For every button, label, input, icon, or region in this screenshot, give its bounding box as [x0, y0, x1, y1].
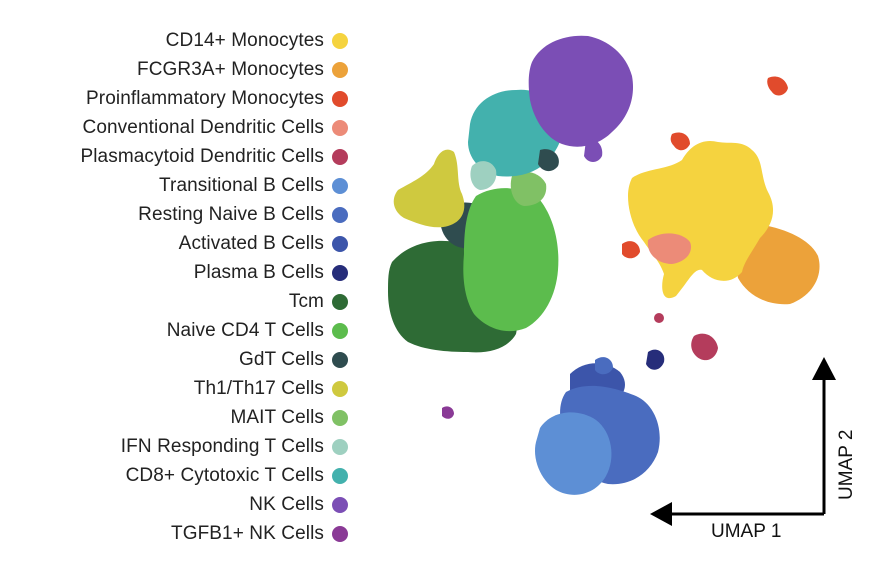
legend-marker	[332, 293, 348, 310]
y-axis-label: UMAP 2	[836, 430, 857, 500]
legend-item: Naive CD4 T Cells	[167, 316, 348, 345]
legend-item: IFN Responding T Cells	[121, 432, 348, 461]
legend-item: CD14+ Monocytes	[166, 26, 348, 55]
legend-item: NK Cells	[249, 490, 348, 519]
legend-item: TGFB1+ NK Cells	[171, 519, 348, 548]
legend-marker	[332, 148, 348, 165]
legend-label: TGFB1+ NK Cells	[170, 522, 324, 544]
legend-item: FCGR3A+ Monocytes	[137, 55, 348, 84]
legend-item: Plasma B Cells	[194, 258, 348, 287]
legend-marker	[332, 206, 348, 223]
legend-label: Th1/Th17 Cells	[193, 377, 324, 399]
legend-item: Transitional B Cells	[159, 171, 348, 200]
cluster-plasma-b-cells	[646, 349, 665, 370]
cluster-mait-cells	[510, 171, 547, 206]
legend-label: GdT Cells	[238, 348, 324, 370]
legend-label: NK Cells	[249, 493, 324, 515]
cluster-proinflammatory-monocytes	[622, 241, 640, 259]
legend-item: CD8+ Cytotoxic T Cells	[126, 461, 348, 490]
legend-item: Proinflammatory Monocytes	[86, 84, 348, 113]
cluster-ifn-responding-t-cells	[470, 161, 497, 190]
legend-marker	[332, 467, 348, 484]
legend-label: Resting Naive B Cells	[138, 203, 324, 225]
legend-marker	[332, 235, 348, 252]
x-axis-label: UMAP 1	[711, 521, 781, 542]
legend-item: Th1/Th17 Cells	[194, 374, 348, 403]
umap1-arrowhead	[650, 502, 672, 526]
legend-marker	[332, 409, 348, 426]
cluster-tgfb1-nk-cells	[442, 406, 454, 419]
legend-label: MAIT Cells	[230, 406, 324, 428]
legend-marker	[332, 380, 348, 397]
cluster-nk-cells	[584, 138, 603, 162]
cluster-conventional-dendritic-cells	[647, 233, 692, 264]
legend-item: GdT Cells	[239, 345, 348, 374]
legend-marker	[332, 525, 348, 542]
legend-marker	[332, 322, 348, 339]
legend-marker	[332, 177, 348, 194]
legend-item: Conventional Dendritic Cells	[83, 113, 348, 142]
legend-marker	[332, 32, 348, 49]
legend-label: Transitional B Cells	[159, 174, 324, 196]
axis-arrows: UMAP 1 UMAP 2	[650, 357, 857, 542]
cluster-resting-naive-b-cells	[595, 357, 613, 375]
legend-item: Activated B Cells	[179, 229, 348, 258]
legend-marker	[332, 119, 348, 136]
legend-item: Plasmacytoid Dendritic Cells	[80, 142, 348, 171]
legend-marker	[332, 264, 348, 281]
umap2-arrowhead	[812, 357, 836, 380]
legend-label: Proinflammatory Monocytes	[86, 87, 324, 109]
legend-marker	[332, 90, 348, 107]
legend-label: CD8+ Cytotoxic T Cells	[125, 464, 324, 486]
cluster-transitional-b-cells	[534, 412, 612, 495]
cluster-proinflammatory-monocytes	[767, 76, 788, 96]
legend-item: Resting Naive B Cells	[138, 200, 348, 229]
legend-item: MAIT Cells	[230, 403, 348, 432]
legend-label: Plasmacytoid Dendritic Cells	[80, 145, 324, 167]
legend-label: FCGR3A+ Monocytes	[136, 58, 324, 80]
cluster-layer	[388, 35, 820, 495]
legend-marker	[332, 438, 348, 455]
legend-label: Activated B Cells	[178, 232, 324, 254]
legend-marker	[332, 496, 348, 513]
legend-label: Plasma B Cells	[193, 261, 324, 283]
legend-label: Conventional Dendritic Cells	[82, 116, 324, 138]
legend-label: Naive CD4 T Cells	[166, 319, 324, 341]
legend-label: CD14+ Monocytes	[165, 29, 324, 51]
cluster-plasmacytoid-dendritic-cells	[654, 313, 664, 323]
cluster-proinflammatory-monocytes	[670, 132, 690, 151]
legend-marker	[332, 351, 348, 368]
cluster-th1-th17-cells	[393, 149, 465, 228]
cluster-gdt-cells	[538, 149, 559, 172]
legend-label: Tcm	[288, 290, 324, 312]
cluster-nk-cells	[528, 35, 634, 147]
cluster-naive-cd4-t-cells	[463, 188, 559, 332]
cluster-plasmacytoid-dendritic-cells	[691, 333, 718, 361]
legend-label: IFN Responding T Cells	[120, 435, 324, 457]
legend-item: Tcm	[289, 287, 348, 316]
legend-marker	[332, 61, 348, 78]
